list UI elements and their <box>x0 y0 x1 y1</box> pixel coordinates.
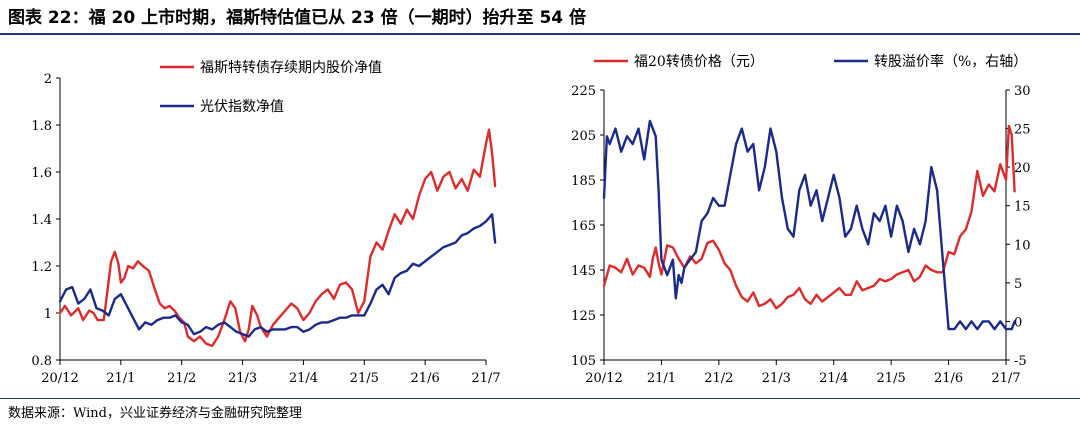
y-tick-label: 105 <box>571 354 596 369</box>
y-tick-label: 185 <box>571 174 596 189</box>
x-tick-label: 21/3 <box>762 371 791 386</box>
x-tick-label: 21/2 <box>704 371 733 386</box>
x-tick-label: 21/2 <box>167 371 196 386</box>
x-tick-label: 20/12 <box>41 371 78 386</box>
x-tick-label: 21/7 <box>471 371 500 386</box>
x-tick-label: 21/4 <box>289 371 318 386</box>
left-chart: 0.8 1 1.2 1.4 1.6 1.8 2 20/12 21/1 21/2 21/3 21/4 21… <box>31 59 500 386</box>
y-tick-label: 0.8 <box>31 354 52 369</box>
y-tick-label: 125 <box>571 309 596 324</box>
y2-tick-label: 5 <box>1014 277 1022 292</box>
y-tick-label: 2 <box>44 72 52 87</box>
y2-tick-label: 10 <box>1014 238 1031 253</box>
figure-title: 图表 22：福 20 上市时期，福斯特估值已从 23 倍（一期时）抬升至 54 … <box>8 8 587 28</box>
series-line-2 <box>58 213 497 338</box>
y-tick-label: 1.4 <box>31 213 52 228</box>
x-tick-label: 21/5 <box>877 371 906 386</box>
y2-tick-label: 25 <box>1014 123 1031 138</box>
y-tick-label: 1 <box>44 307 52 322</box>
y-tick-label: 205 <box>571 129 596 144</box>
right-chart: 105 125 145 165 185 205 225 -5 0 5 10 15 20 25 30 20/12… <box>571 53 1031 386</box>
x-tick-label: 21/5 <box>350 371 379 386</box>
y-tick-label: 225 <box>571 84 596 99</box>
series-line-1 <box>58 128 497 348</box>
x-tick-label: 21/6 <box>411 371 440 386</box>
x-tick-label: 20/12 <box>585 371 622 386</box>
x-tick-label: 21/7 <box>991 371 1020 386</box>
x-tick-label: 21/3 <box>228 371 257 386</box>
y2-tick-label: 0 <box>1014 315 1022 330</box>
legend-label-2: 转股溢价率（%，右轴） <box>874 53 1027 70</box>
series-line-2 <box>602 119 1016 331</box>
title-rule <box>0 33 1080 35</box>
y-tick-label: 165 <box>571 219 596 234</box>
y-tick-label: 1.6 <box>31 166 52 181</box>
y-tick-label: 145 <box>571 264 596 279</box>
legend-label-1: 福斯特转债存续期内股价净值 <box>200 59 382 76</box>
source-rule <box>0 398 1080 399</box>
x-tick-label: 21/1 <box>647 371 676 386</box>
y-tick-label: 1.8 <box>31 119 52 134</box>
series-line-1 <box>602 124 1016 310</box>
y2-tick-label: 15 <box>1014 200 1031 215</box>
y2-tick-label: -5 <box>1014 354 1027 369</box>
x-tick-label: 21/1 <box>106 371 135 386</box>
x-tick-label: 21/4 <box>819 371 848 386</box>
y-tick-label: 1.2 <box>31 260 52 275</box>
y2-tick-label: 30 <box>1014 84 1031 99</box>
x-tick-label: 21/6 <box>934 371 963 386</box>
y2-tick-label: 20 <box>1014 161 1031 176</box>
figure-source: 数据来源：Wind，兴业证券经济与金融研究院整理 <box>8 406 302 421</box>
legend-label-2: 光伏指数净值 <box>200 99 284 115</box>
legend-label-1: 福20转债价格（元） <box>634 54 764 70</box>
